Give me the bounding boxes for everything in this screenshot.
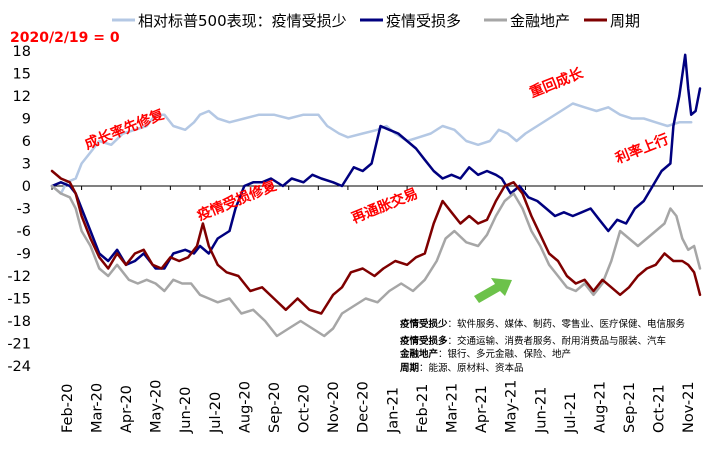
x-tick-label: Oct-20 (297, 384, 313, 433)
series-line-2 (50, 184, 702, 338)
x-tick-label: Jun-21 (533, 387, 549, 434)
y-tick-label: -18 (7, 314, 31, 330)
y-tick-label: 3 (22, 157, 31, 173)
series-line-1 (50, 53, 702, 270)
x-axis: Feb-20 Mar-20 Apr-20 May-20 Jun-20 Jul-20 Aug-… (51, 186, 697, 434)
x-tick-label: Aug-20 (237, 381, 253, 433)
x-tick-label: Jun-20 (178, 387, 194, 434)
annotation-label: 利率上行 (613, 130, 671, 167)
note-line-less-hit: 疫情受损少：软件服务、媒体、制药、零售业、医疗保健、电信服务 (400, 318, 686, 330)
y-tick-label: 12 (13, 89, 31, 105)
note-line-financials: 金融地产：银行、多元金融、保险、地产 (399, 348, 571, 360)
y-tick-label: 0 (22, 179, 31, 195)
y-tick-label: -9 (17, 247, 31, 263)
x-tick-label: Jul-21 (563, 392, 579, 434)
note-line-more-hit: 疫情受损多：交通运输、消费者服务、耐用消费品与服装、汽车 (400, 335, 666, 347)
y-tick-label: -21 (7, 337, 31, 353)
x-tick-label: Mar-21 (444, 383, 460, 433)
x-tick-label: Jul-20 (208, 392, 224, 434)
x-tick-label: Dec-20 (356, 381, 372, 433)
sector-notes: 疫情受损少：软件服务、媒体、制药、零售业、医疗保健、电信服务 疫情受损多：交通运… (399, 318, 686, 374)
x-tick-label: Apr-21 (474, 385, 490, 433)
green-arrow-icon (474, 278, 512, 303)
x-tick-label: Jan-21 (385, 387, 401, 434)
note-line-cyclicals: 周期：能源、原材料、资本品 (400, 362, 524, 374)
x-tick-label: May-20 (149, 380, 165, 433)
x-tick-label: Nov-21 (681, 381, 697, 433)
y-tick-label: -3 (17, 202, 31, 218)
y-tick-label: 9 (22, 112, 31, 128)
x-tick-label: Sep-21 (622, 382, 638, 433)
legend-label-cyclicals: 周期 (610, 12, 640, 30)
y-tick-label: -15 (7, 292, 31, 308)
reference-note: 2020/2/19 = 0 (10, 30, 120, 46)
legend-label-more-hit: 疫情受损多 (386, 12, 461, 30)
legend-label-financials: 金融地产 (510, 12, 570, 30)
x-tick-label: May-21 (504, 380, 520, 433)
annotation-label: 疫情受损修复 (195, 177, 280, 225)
legend-label-less-hit: 相对标普500表现：疫情受损少 (138, 12, 347, 30)
x-tick-label: Feb-21 (415, 384, 431, 433)
annotation-label: 重回成长 (527, 64, 586, 101)
y-tick-label: -6 (17, 224, 31, 240)
x-tick-label: Sep-20 (267, 382, 283, 433)
x-tick-label: Oct-21 (652, 384, 668, 433)
y-tick-label: -12 (7, 269, 31, 285)
y-axis: 18 15 12 9 6 3 0 -3 -6 -9 -12 -15 -18 -21 -24 (7, 44, 31, 375)
y-tick-label: 6 (22, 134, 31, 150)
y-tick-label: 15 (13, 67, 31, 83)
series-line-0 (50, 102, 693, 195)
series-line-3 (50, 169, 702, 315)
x-tick-label: Aug-21 (592, 381, 608, 433)
annotation-label: 成长率先修复 (82, 105, 167, 153)
y-tick-label: 18 (13, 44, 31, 60)
x-tick-label: Nov-20 (326, 381, 342, 433)
x-tick-label: Feb-20 (60, 384, 76, 433)
x-tick-label: Apr-20 (119, 385, 135, 433)
legend: 相对标普500表现：疫情受损少 疫情受损多 金融地产 周期 (112, 12, 640, 30)
x-tick-label: Mar-20 (89, 383, 105, 433)
annotation-label: 再通胀交易 (349, 185, 420, 227)
series-group (50, 53, 702, 338)
y-tick-label: -24 (7, 359, 31, 375)
